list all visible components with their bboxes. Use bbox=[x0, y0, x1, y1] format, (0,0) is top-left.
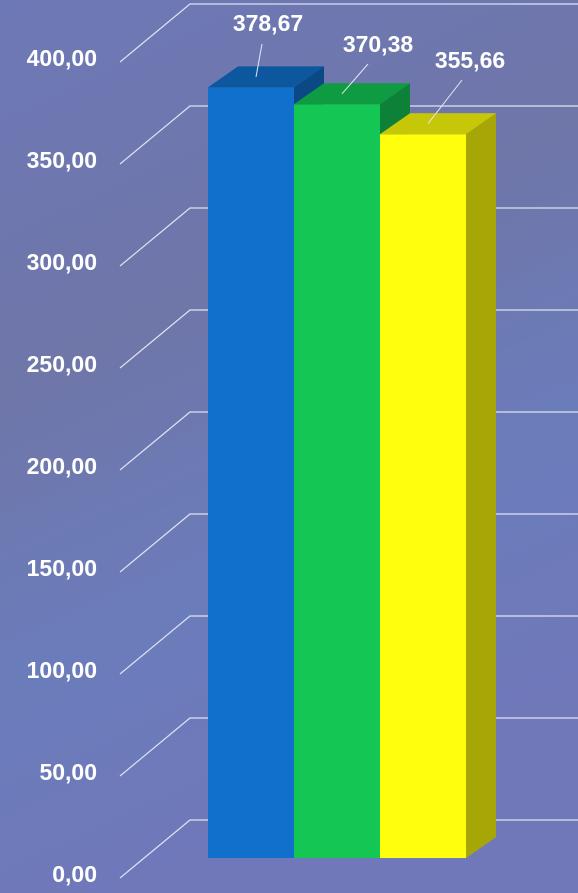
bar-side bbox=[466, 113, 496, 858]
bar-top bbox=[208, 66, 324, 88]
bar-top bbox=[380, 113, 496, 135]
y-tick-label: 100,00 bbox=[27, 657, 97, 683]
bar-top-shade bbox=[380, 113, 496, 135]
bar bbox=[208, 87, 294, 858]
bar bbox=[380, 134, 466, 858]
y-tick-label: 200,00 bbox=[27, 453, 97, 479]
bar-top-shade bbox=[208, 66, 324, 88]
grid-line bbox=[119, 3, 578, 63]
y-tick-label: 0,00 bbox=[52, 861, 97, 887]
leader-line bbox=[341, 63, 369, 95]
bar-top-shade bbox=[294, 83, 410, 105]
y-tick-label: 300,00 bbox=[27, 249, 97, 275]
y-tick-label: 50,00 bbox=[39, 759, 97, 785]
leader-line bbox=[427, 79, 463, 125]
bar-side-shade bbox=[466, 113, 496, 858]
y-tick-label: 250,00 bbox=[27, 351, 97, 377]
y-tick-label: 350,00 bbox=[27, 147, 97, 173]
bar-top bbox=[294, 83, 410, 105]
grid-line bbox=[119, 105, 578, 165]
value-label: 378,67 bbox=[233, 10, 303, 36]
leader-line bbox=[255, 43, 263, 77]
value-label: 370,38 bbox=[343, 31, 414, 57]
y-tick-label: 400,00 bbox=[27, 45, 97, 71]
value-label: 355,66 bbox=[435, 47, 505, 73]
y-tick-label: 150,00 bbox=[27, 555, 97, 581]
bar bbox=[294, 104, 380, 858]
